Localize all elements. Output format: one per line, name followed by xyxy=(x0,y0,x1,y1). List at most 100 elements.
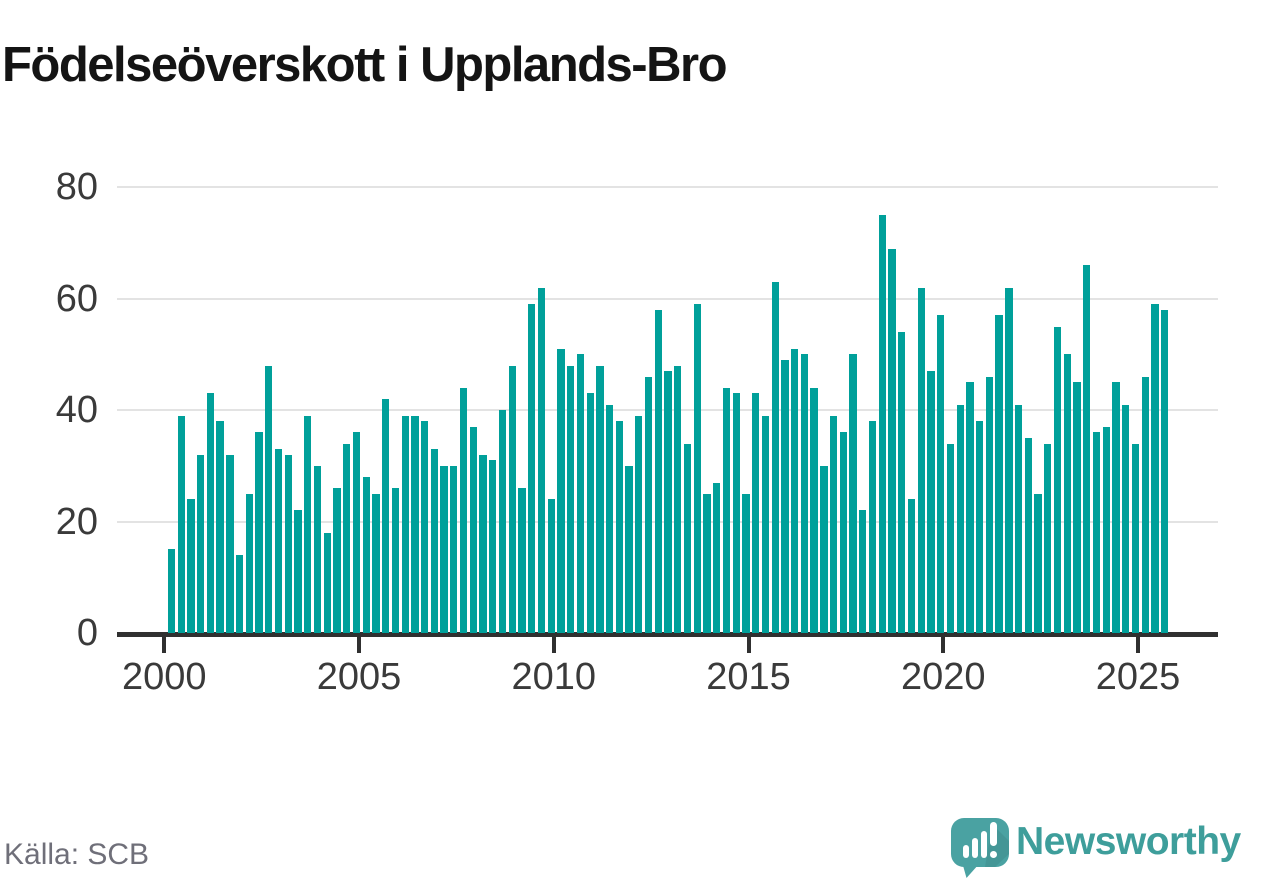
bar-2004-q3 xyxy=(343,444,351,633)
y-axis-label-40: 40 xyxy=(55,389,98,432)
bar-2012-q3 xyxy=(654,310,662,633)
bar-2012-q2 xyxy=(644,377,653,633)
gridline-y-80 xyxy=(117,186,1218,189)
bar-2005-q4 xyxy=(391,488,400,633)
bar-2011-q2 xyxy=(605,405,614,633)
bar-2024-q1 xyxy=(1102,427,1110,633)
bar-2010-q3 xyxy=(576,354,585,633)
bar-2013-q2 xyxy=(683,444,692,633)
x-axis-label-2000: 2000 xyxy=(122,656,207,698)
bar-2006-q1 xyxy=(401,416,409,633)
bar-2016-q2 xyxy=(800,354,809,633)
bar-2005-q2 xyxy=(372,494,380,633)
x-axis-tick-2025 xyxy=(1136,637,1141,653)
bar-2018-q1 xyxy=(868,421,877,633)
bar-2009-q3 xyxy=(537,288,546,633)
bar-2001-q1 xyxy=(206,393,215,633)
bar-2000-q2 xyxy=(177,416,185,633)
x-axis-label-2005: 2005 xyxy=(316,656,402,698)
bar-2008-q2 xyxy=(489,460,497,633)
bar-2024-q3 xyxy=(1122,405,1130,633)
y-axis-label-20: 20 xyxy=(55,500,98,543)
bar-2017-q2 xyxy=(839,432,847,633)
bar-2015-q4 xyxy=(781,360,789,633)
bar-2009-q2 xyxy=(528,304,536,633)
bar-2022-q2 xyxy=(1034,494,1042,633)
bar-2003-q1 xyxy=(284,455,292,633)
bar-2014-q1 xyxy=(713,483,721,633)
bar-2020-q3 xyxy=(966,382,974,633)
bar-2001-q4 xyxy=(235,555,244,633)
bar-2010-q1 xyxy=(557,349,565,633)
bar-2010-q4 xyxy=(586,393,594,633)
bar-2019-q1 xyxy=(907,499,916,633)
bar-2003-q4 xyxy=(313,466,322,633)
bar-2013-q3 xyxy=(693,304,701,633)
bar-2012-q1 xyxy=(635,416,643,633)
newsworthy-wordmark: Newsworthy xyxy=(1016,820,1241,863)
bar-2007-q3 xyxy=(459,388,468,633)
bar-2020-q4 xyxy=(976,421,984,633)
bar-2024-q4 xyxy=(1131,444,1140,633)
x-axis-tick-2020 xyxy=(941,637,946,653)
bar-2021-q2 xyxy=(995,315,1003,633)
bar-2023-q3 xyxy=(1083,265,1091,633)
bar-2019-q3 xyxy=(927,371,935,633)
bar-2002-q3 xyxy=(265,366,273,633)
bar-2014-q2 xyxy=(722,388,731,633)
bar-2003-q2 xyxy=(294,510,302,633)
bar-2017-q4 xyxy=(859,510,867,633)
bar-2013-q4 xyxy=(703,494,711,633)
bar-2014-q3 xyxy=(732,393,740,633)
bar-2006-q4 xyxy=(430,449,438,633)
bar-2000-q1 xyxy=(167,549,176,633)
bar-2023-q2 xyxy=(1073,382,1081,633)
x-axis-label-2015: 2015 xyxy=(706,656,791,698)
bar-2015-q2 xyxy=(761,416,770,633)
bar-2017-q3 xyxy=(849,354,857,633)
bar-2018-q2 xyxy=(878,215,886,633)
bar-2014-q4 xyxy=(742,494,750,633)
x-axis-tick-2000 xyxy=(162,637,167,653)
bar-2015-q1 xyxy=(752,393,760,633)
bar-2004-q1 xyxy=(323,533,331,633)
bar-2017-q1 xyxy=(829,416,838,633)
bar-2005-q1 xyxy=(362,477,370,633)
bar-2022-q4 xyxy=(1053,327,1062,633)
x-axis-label-2020: 2020 xyxy=(901,656,986,698)
y-axis-label-0: 0 xyxy=(76,612,98,654)
bar-2009-q4 xyxy=(547,499,555,633)
bar-2025-q1 xyxy=(1141,377,1149,633)
bar-2005-q3 xyxy=(382,399,390,633)
bar-2010-q2 xyxy=(567,366,575,633)
x-axis-label-2025: 2025 xyxy=(1095,656,1181,698)
bar-2022-q3 xyxy=(1044,444,1052,633)
bar-2016-q3 xyxy=(810,388,818,633)
bar-2007-q1 xyxy=(440,466,448,633)
bar-2021-q3 xyxy=(1005,288,1013,633)
bar-2000-q4 xyxy=(197,455,205,633)
bar-2019-q2 xyxy=(917,288,925,633)
bar-2004-q2 xyxy=(333,488,341,633)
bar-2001-q3 xyxy=(226,455,234,633)
bar-2023-q1 xyxy=(1063,354,1071,633)
bar-2018-q3 xyxy=(888,249,896,633)
bar-2019-q4 xyxy=(937,315,945,633)
x-axis-tick-2015 xyxy=(746,637,751,653)
bar-2008-q1 xyxy=(479,455,487,633)
bar-2009-q1 xyxy=(518,488,526,633)
bar-2015-q3 xyxy=(771,282,779,633)
newsworthy-brand: Newsworthy xyxy=(948,815,1262,879)
bar-2006-q3 xyxy=(420,421,429,633)
bar-2012-q4 xyxy=(664,371,672,633)
bar-2003-q3 xyxy=(304,416,312,633)
bar-2004-q4 xyxy=(352,432,361,633)
bar-2001-q2 xyxy=(216,421,224,633)
source-label: Källa: SCB xyxy=(4,838,150,871)
bar-2025-q2 xyxy=(1151,304,1159,633)
gridline-y-60 xyxy=(117,297,1218,300)
bar-2007-q2 xyxy=(450,466,458,633)
x-axis-line xyxy=(117,632,1218,637)
bar-2013-q1 xyxy=(674,366,682,633)
